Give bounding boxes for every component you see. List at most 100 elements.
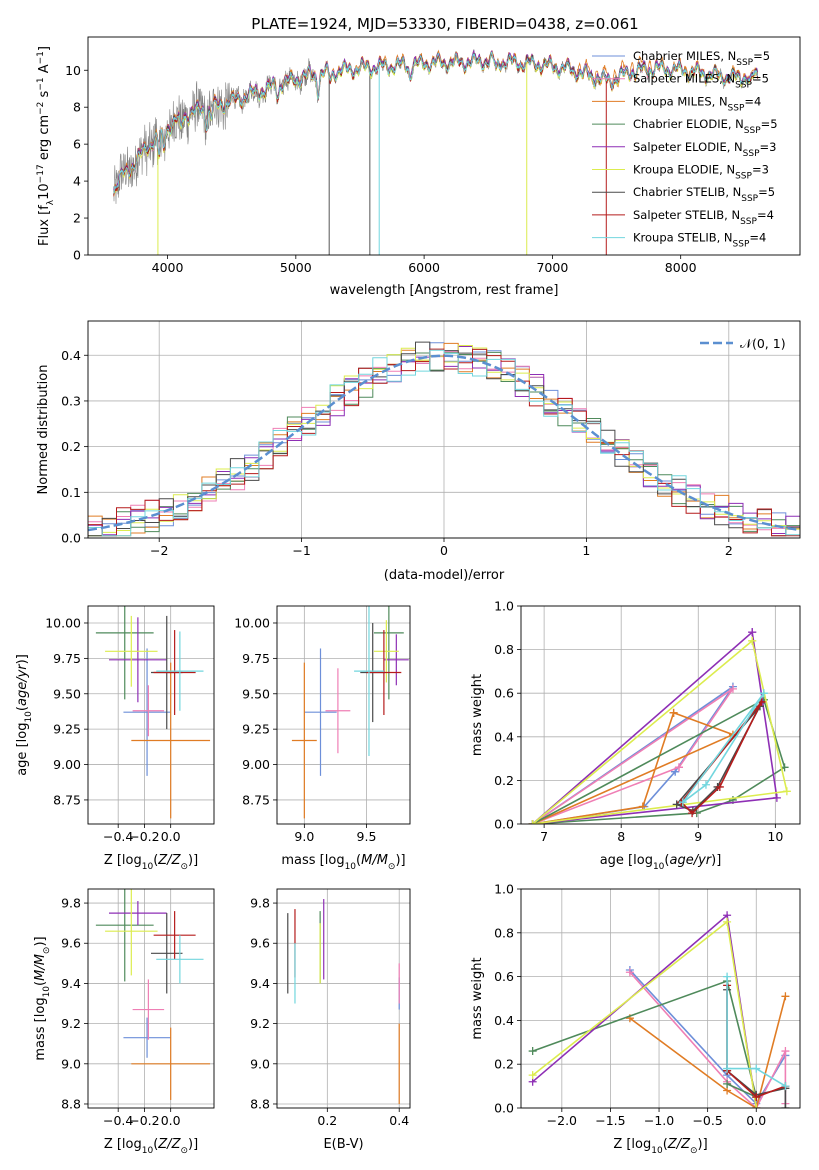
- y-tick-label: 9.0: [250, 1056, 270, 1071]
- model-spectrum-kroupa-stelib: [113, 51, 759, 194]
- weight-point-marker: [723, 1079, 732, 1088]
- x-axis-label: mass [log10(M/M⊙)]: [281, 853, 405, 872]
- y-tick-label: 0.2: [494, 1057, 514, 1072]
- y-axis-label: mass weight: [470, 957, 485, 1039]
- x-tick-label: 10: [767, 829, 783, 844]
- weight-point-marker: [678, 798, 687, 807]
- weight-line: [682, 692, 765, 803]
- y-tick-label: 10.00: [45, 615, 81, 630]
- y-tick-label: 9.8: [61, 896, 81, 911]
- weight-line: [629, 996, 787, 1108]
- plot-area: [528, 628, 791, 824]
- errorbar-salpeter-stelib: [366, 630, 402, 715]
- weight-line: [629, 971, 787, 1108]
- legend-entry-normal: 𝒩(0, 1): [740, 336, 786, 351]
- errorbar-kroupa-stelib: [156, 631, 204, 711]
- y-tick-label: 8.75: [53, 792, 81, 807]
- y-tick-label: 9.6: [61, 936, 81, 951]
- y-tick-label: 9.00: [242, 757, 270, 772]
- weight-line: [532, 698, 786, 824]
- y-axis-label: age [log10(age/yr)]: [15, 654, 34, 776]
- weight-series-kroupa-elodie: [528, 636, 791, 824]
- errorbar-chabrier-miles: [123, 648, 171, 776]
- axes-frame: [87, 605, 215, 825]
- panel-spectrum: 4000 5000 6000 7000 8000 0 2 4 6 8 10 Chabrier MILE…: [36, 36, 801, 298]
- y-tick-label: 0.8: [494, 925, 514, 940]
- x-tick-label: −1: [292, 543, 310, 558]
- y-tick-label: 8.8: [61, 1096, 81, 1111]
- y-tick-label: 0.2: [494, 773, 514, 788]
- y-axis-label: mass weight: [470, 674, 485, 756]
- x-tick-label: 0.2: [317, 1113, 337, 1128]
- y-tick-label: 9.4: [250, 976, 270, 991]
- errorbar-salpeter-elodie: [109, 901, 167, 926]
- x-tick-label: 2: [725, 543, 733, 558]
- weight-point-marker: [781, 1082, 790, 1091]
- weight-point-marker: [781, 1104, 790, 1108]
- panel-residuals: −2 −1 0 1 2 0.0 0.1 0.2 0.3 0.4 𝒩(0, 1) (data-model…: [36, 320, 801, 583]
- legend-entry-salpeter-stelib: Salpeter STELIB, NSSP=4: [633, 208, 774, 227]
- x-tick-label: 9.5: [357, 829, 377, 844]
- x-axis-label: Z [log10(Z/Z⊙)]: [104, 853, 198, 872]
- errorbar-salpeter-elodie: [109, 617, 167, 703]
- y-tick-label: 0.4: [494, 1013, 514, 1028]
- y-tick-label: 8.8: [250, 1096, 270, 1111]
- weight-point-marker: [772, 793, 781, 802]
- y-tick-label: 8.75: [242, 792, 270, 807]
- errorbar-salpeter-stelib: [153, 630, 196, 715]
- axes-frame: [87, 36, 801, 256]
- y-tick-label: 4: [73, 174, 81, 189]
- y-tick-label: 10.00: [234, 615, 270, 630]
- y-tick-label: 0.0: [61, 531, 81, 546]
- weight-point-marker: [688, 809, 697, 818]
- x-tick-label: 6000: [408, 260, 440, 275]
- errorbar-chabrier-elodie: [95, 606, 154, 700]
- weight-point-marker: [723, 972, 732, 981]
- y-tick-label: 0.6: [494, 969, 514, 984]
- y-tick-label: 0.3: [61, 393, 81, 408]
- y-tick-label: 1.0: [494, 882, 514, 897]
- x-tick-label: −0.5: [692, 1113, 722, 1128]
- x-tick-label: 0.0: [746, 1113, 766, 1128]
- panel-age_vs_Z: −0.4−0.2 0.0 8.75 9.00 9.25 9.50 9.75 10.00 Z [l…: [15, 605, 215, 872]
- axes-frame: [276, 605, 411, 825]
- y-tick-label: 8: [73, 100, 81, 115]
- plot-area: [95, 889, 211, 1100]
- weight-line: [531, 640, 788, 824]
- plot-area: [88, 341, 800, 537]
- errorbar-salpeter-miles: [325, 668, 351, 754]
- weight-point-marker: [781, 992, 790, 1001]
- normal-curve-line: [88, 354, 798, 532]
- y-tick-label: 0.4: [494, 729, 514, 744]
- weight-point-marker: [625, 968, 634, 977]
- x-tick-label: 8000: [665, 260, 697, 275]
- legend-entry-kroupa-stelib: Kroupa STELIB, NSSP=4: [633, 231, 766, 250]
- y-tick-label: 2: [73, 211, 81, 226]
- errorbar-kroupa-miles: [291, 662, 317, 819]
- weight-line: [531, 631, 778, 824]
- weight-series-kroupa-stelib: [723, 972, 790, 1091]
- x-tick-label: −0.2: [129, 1113, 159, 1128]
- weight-point-marker: [528, 820, 537, 824]
- panel-weight_vs_age: 7 8 9 10 0.0 0.2 0.4 0.6 0.8 1.0 age [log10(age/yr…: [470, 599, 801, 872]
- weight-point-marker: [752, 1064, 761, 1073]
- y-tick-label: 9.50: [53, 686, 81, 701]
- y-tick-label: 9.50: [242, 686, 270, 701]
- x-axis-label: E(B-V): [323, 1137, 363, 1152]
- histogram-kroupa-stelib: [88, 349, 800, 537]
- x-tick-label: −1.0: [644, 1113, 674, 1128]
- weight-point-marker: [728, 684, 737, 693]
- x-axis-label: age [log10(age/yr)]: [600, 853, 722, 872]
- axes-frame: [520, 605, 801, 825]
- weight-series-kroupa-stelib: [678, 689, 768, 807]
- axes-frame: [87, 888, 215, 1109]
- x-tick-label: 5000: [280, 260, 312, 275]
- plot-area: [95, 606, 211, 819]
- legend-entry-salpeter-miles: Salpeter MILES, NSSP=5: [633, 72, 769, 91]
- x-tick-label: −0.2: [129, 829, 159, 844]
- errorbar-salpeter-stelib: [153, 911, 196, 960]
- axes-frame: [276, 888, 411, 1109]
- x-tick-label: 0.4: [389, 1113, 409, 1128]
- x-tick-label: 0: [440, 543, 448, 558]
